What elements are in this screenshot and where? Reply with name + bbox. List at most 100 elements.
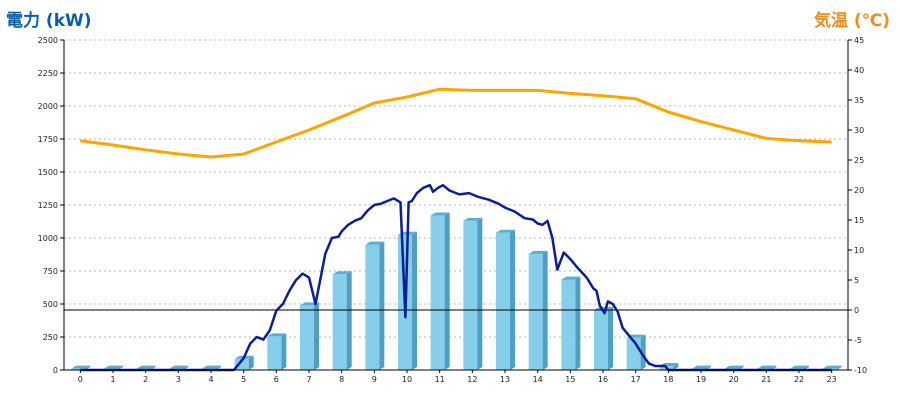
bar	[463, 220, 478, 370]
bar-top	[267, 333, 287, 337]
left-axis-title: 電力 (kW)	[6, 11, 92, 31]
left-tick-label: 0	[53, 366, 58, 375]
left-tick-label: 1500	[38, 168, 58, 177]
right-tick-label: 5	[854, 276, 859, 285]
bar-top	[71, 365, 91, 369]
bar-top	[430, 212, 450, 216]
bar	[71, 368, 86, 370]
x-tick-label: 7	[306, 375, 311, 384]
bar	[594, 309, 608, 370]
right-tick-label: 0	[854, 306, 859, 315]
right-tick-label: -10	[854, 366, 867, 375]
right-tick-label: -5	[854, 336, 862, 345]
bar	[365, 244, 380, 370]
power-line	[80, 183, 832, 372]
bar	[496, 232, 510, 370]
bar-side	[477, 217, 483, 370]
bar-top	[104, 365, 123, 369]
bar-top	[528, 250, 548, 254]
bar-top	[169, 365, 189, 369]
bar	[267, 336, 282, 370]
right-tick-label: 15	[854, 216, 864, 225]
left-tick-label: 1750	[38, 135, 58, 144]
bar-top	[724, 365, 744, 369]
left-tick-label: 250	[43, 333, 58, 342]
right-tick-label: 10	[854, 246, 864, 255]
grid-layer	[64, 39, 848, 338]
left-tick-label: 2500	[38, 36, 58, 45]
labels-layer: 02505007501000125015001750200022502500-1…	[38, 36, 867, 384]
x-tick-label: 23	[827, 375, 837, 384]
x-tick-label: 17	[631, 375, 641, 384]
x-tick-label: 21	[761, 375, 771, 384]
left-tick-label: 750	[43, 267, 58, 276]
bar-top	[496, 229, 515, 233]
left-tick-label: 500	[43, 300, 58, 309]
x-tick-label: 1	[110, 375, 115, 384]
x-tick-label: 8	[339, 375, 344, 384]
bar-top	[822, 365, 842, 369]
bar-side	[379, 241, 385, 370]
bar-top	[365, 241, 385, 245]
x-tick-label: 22	[794, 375, 804, 384]
bars-layer	[71, 212, 842, 370]
bar-side	[444, 212, 450, 370]
bar-side	[346, 271, 352, 370]
x-tick-label: 15	[565, 375, 575, 384]
axes-layer	[60, 39, 852, 373]
bar-top	[692, 365, 711, 369]
bar-top	[202, 365, 221, 369]
left-tick-label: 1000	[38, 234, 58, 243]
x-tick-label: 20	[729, 375, 739, 384]
right-tick-label: 20	[854, 186, 864, 195]
bar-side	[248, 355, 254, 370]
bar-side	[640, 334, 646, 370]
left-tick-label: 2000	[38, 102, 58, 111]
bar-top	[463, 217, 483, 221]
x-tick-label: 13	[500, 375, 510, 384]
bar-top	[757, 365, 777, 369]
bar-side	[673, 363, 679, 370]
bar	[234, 358, 249, 370]
right-tick-label: 35	[854, 96, 864, 105]
right-tick-label: 25	[854, 156, 864, 165]
x-tick-label: 18	[663, 375, 673, 384]
right-tick-label: 45	[854, 36, 864, 45]
x-tick-label: 6	[274, 375, 279, 384]
right-axis-title: 気温 (℃)	[813, 11, 890, 31]
temperature-line	[80, 87, 832, 159]
left-tick-label: 2250	[38, 69, 58, 78]
bar	[332, 274, 347, 370]
bar-side	[836, 365, 842, 370]
x-tick-label: 3	[176, 375, 181, 384]
x-tick-label: 10	[402, 375, 412, 384]
bar-side	[314, 302, 319, 370]
right-tick-label: 40	[854, 66, 864, 75]
bar-top	[332, 271, 352, 275]
lines-layer	[64, 87, 848, 372]
bar-side	[608, 306, 613, 370]
x-tick-label: 16	[598, 375, 608, 384]
bar-top	[594, 306, 613, 310]
x-tick-label: 9	[372, 375, 377, 384]
bar-side	[510, 229, 515, 370]
x-tick-label: 2	[143, 375, 148, 384]
bar	[300, 305, 314, 370]
x-tick-label: 4	[208, 375, 213, 384]
x-tick-label: 0	[78, 375, 83, 384]
bar-top	[561, 276, 581, 280]
bar-side	[281, 333, 287, 370]
bar	[561, 279, 576, 370]
bar	[528, 253, 543, 370]
x-tick-label: 19	[696, 375, 706, 384]
x-tick-label: 11	[435, 375, 445, 384]
bar	[430, 215, 445, 370]
bar-top	[790, 365, 809, 369]
x-tick-label: 5	[241, 375, 246, 384]
right-tick-label: 30	[854, 126, 864, 135]
left-tick-label: 1250	[38, 201, 58, 210]
x-tick-label: 14	[533, 375, 543, 384]
bar-side	[575, 276, 581, 370]
bar-top	[136, 365, 156, 369]
